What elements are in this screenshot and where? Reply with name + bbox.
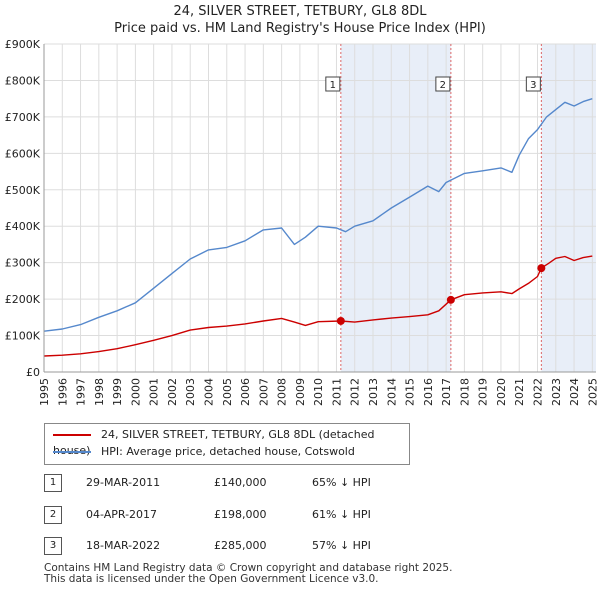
x-tick-label: 2018 [458,378,471,406]
price-chart: £0 £100K £200K £300K £400K £500K £600K £700K £80… [5,38,600,406]
legend: 24, SILVER STREET, TETBURY, GL8 8DL (det… [44,423,410,465]
x-tick-label: 2013 [367,378,380,406]
x-tick-label: 2001 [148,378,161,406]
sale-label-number: 2 [440,80,446,91]
y-tick-label: £600K [5,147,41,160]
sale-hpi-diff: 65% ↓ HPI [312,476,371,489]
sale-label-box [325,76,341,92]
y-tick-label: £100K [5,330,41,343]
legend-label-hpi: HPI: Average price, detached house, Cots… [101,445,355,458]
x-tick-label: 2007 [257,378,270,406]
sale-marker-badge: 1 [44,474,62,492]
x-tick-label: 2012 [349,378,362,406]
x-tick-label: 1999 [111,378,124,406]
x-tick-label: 2022 [532,378,545,406]
x-tick-label: 2004 [203,378,216,406]
sale-label-number: 3 [530,80,536,91]
sale-date: 04-APR-2017 [86,508,158,521]
x-tick-label: 2008 [276,378,289,406]
x-tick-label: 2010 [312,378,325,406]
sale-hpi-diff: 57% ↓ HPI [312,539,371,552]
y-tick-label: £500K [5,184,41,197]
sale-point [336,316,345,325]
legend-swatch-property [53,434,91,436]
y-tick-label: £900K [5,38,41,51]
x-tick-label: 2019 [477,378,490,406]
sale-price: £140,000 [214,476,267,489]
x-tick-label: 2025 [586,378,599,406]
x-tick-label: 1998 [93,378,106,406]
y-tick-label: £0 [26,366,40,379]
legend-label-property: 24, SILVER STREET, TETBURY, GL8 8DL (det… [53,428,375,457]
sale-date: 18-MAR-2022 [86,539,161,552]
sale-label-number: 1 [330,80,336,91]
x-tick-label: 2024 [568,378,581,406]
sale-date: 29-MAR-2011 [86,476,161,489]
footer-copyright: Contains HM Land Registry data © Crown c… [44,562,453,574]
y-tick-label: £800K [5,74,41,87]
sale-price: £198,000 [214,508,267,521]
shaded-period [340,44,451,372]
sale-marker-badge: 2 [44,506,62,524]
x-tick-label: 2006 [239,378,252,406]
shaded-period [541,44,596,372]
x-tick-label: 1997 [75,378,88,406]
hpi-line [43,98,593,332]
legend-item-property: 24, SILVER STREET, TETBURY, GL8 8DL (det… [53,427,409,457]
sale-price: £285,000 [214,539,267,552]
x-tick-label: 2000 [129,378,142,406]
x-tick-label: 2021 [513,378,526,406]
x-tick-label: 2014 [385,378,398,406]
x-tick-label: 2015 [404,378,417,406]
sale-label-box [435,76,451,92]
plot-area [44,44,596,372]
legend-item-hpi: HPI: Average price, detached house, Cots… [53,444,355,460]
x-tick-label: 2023 [550,378,563,406]
x-tick-label: 2016 [422,378,435,406]
x-tick-label: 1996 [56,378,69,406]
sale-point [537,264,546,273]
chart-subtitle: Price paid vs. HM Land Registry's House … [114,21,486,36]
chart-title: 24, SILVER STREET, TETBURY, GL8 8DL [173,4,427,19]
sale-hpi-diff: 61% ↓ HPI [312,508,371,521]
x-tick-label: 2017 [440,378,453,406]
footer: Contains HM Land Registry data © Crown c… [44,563,452,585]
y-tick-label: £200K [5,293,41,306]
y-tick-label: £400K [5,220,41,233]
sale-point [446,295,455,304]
x-tick-label: 2005 [221,378,234,406]
sale-label-box [525,76,541,92]
x-tick-label: 2003 [184,378,197,406]
legend-swatch-hpi [53,451,91,453]
footer-license: This data is licensed under the Open Gov… [44,573,379,585]
sale-marker-badge: 3 [44,537,62,555]
x-tick-label: 2002 [166,378,179,406]
y-tick-label: £700K [5,111,41,124]
x-tick-label: 1995 [38,378,51,406]
y-tick-label: £300K [5,257,41,270]
x-tick-label: 2009 [294,378,307,406]
x-tick-label: 2020 [495,378,508,406]
x-tick-label: 2011 [330,378,343,406]
